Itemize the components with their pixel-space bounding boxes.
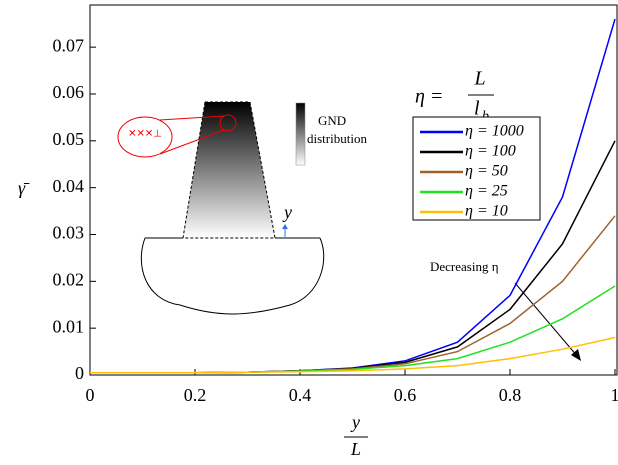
series-line bbox=[90, 336, 616, 374]
formula: L bbox=[473, 68, 485, 90]
x-tick-label: 0.4 bbox=[289, 385, 312, 405]
y-axis-label: γ̄ bbox=[18, 178, 30, 198]
x-tick-label: 0.6 bbox=[394, 385, 417, 405]
plot-frame bbox=[89, 4, 618, 376]
y-tick-label: 0.07 bbox=[53, 35, 85, 55]
y-tick-label: 0.02 bbox=[53, 269, 85, 289]
x-tick-label: 1 bbox=[611, 385, 618, 405]
legend-label: η = 10 bbox=[465, 203, 508, 220]
x-axis-label: L bbox=[350, 439, 361, 459]
y-tick-label: 0.03 bbox=[53, 223, 85, 243]
x-tick-label: 0.8 bbox=[499, 385, 522, 405]
inset-label: y bbox=[282, 202, 292, 222]
x-tick-label: 0 bbox=[86, 385, 95, 405]
formula: l bbox=[474, 98, 480, 120]
inset-diagram: ✕✕✕⊥ GND distribution y bbox=[117, 101, 367, 315]
series-line bbox=[90, 285, 616, 374]
y-tick-label: 0.05 bbox=[53, 129, 85, 149]
formula: η = bbox=[415, 86, 443, 108]
inset-label: GND bbox=[318, 113, 346, 128]
inset-label: distribution bbox=[307, 131, 367, 146]
y-tick-label: 0.06 bbox=[53, 82, 85, 102]
legend-label: η = 100 bbox=[465, 143, 516, 160]
y-tick-label: 0.04 bbox=[53, 176, 85, 196]
x-tick-label: 0.2 bbox=[184, 385, 207, 405]
legend-label: η = 1000 bbox=[465, 123, 524, 140]
legend-label: η = 50 bbox=[465, 163, 508, 180]
svg-text:✕✕✕⊥: ✕✕✕⊥ bbox=[128, 128, 162, 139]
y-tick-label: 0.01 bbox=[53, 316, 85, 336]
annotation: Decreasing η bbox=[430, 259, 499, 274]
arrow-head bbox=[571, 349, 581, 361]
x-axis-label: y bbox=[350, 412, 360, 432]
y-tick-label: 0 bbox=[75, 363, 84, 383]
legend-label: η = 25 bbox=[465, 183, 508, 200]
annotation-arrow bbox=[514, 282, 579, 358]
legend-box bbox=[412, 116, 541, 221]
series-line bbox=[90, 215, 616, 374]
